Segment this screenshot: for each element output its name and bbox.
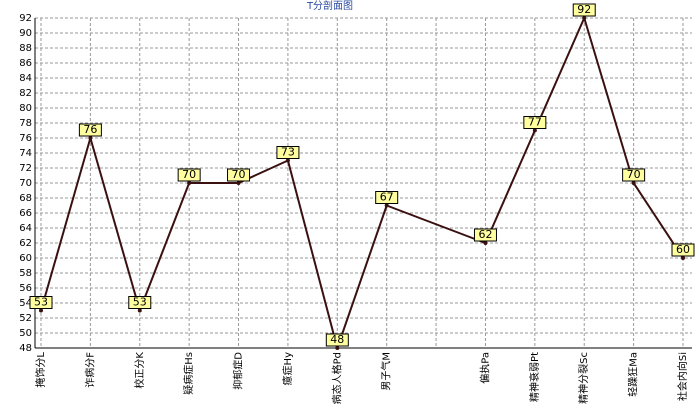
profile-segment xyxy=(89,137,141,311)
value-label-box xyxy=(227,168,251,182)
point xyxy=(137,308,142,313)
x-tick-label: 校正分K xyxy=(133,352,146,389)
value-label-text: 67 xyxy=(380,191,394,204)
profile-segment xyxy=(40,137,92,311)
value-label: 76 xyxy=(78,123,102,137)
y-tick-label: 78 xyxy=(19,118,32,129)
y-tick-label: 72 xyxy=(19,163,32,174)
value-label-text: 73 xyxy=(281,146,295,159)
value-label-box xyxy=(375,191,399,204)
point xyxy=(532,128,537,133)
value-label: 70 xyxy=(227,168,251,182)
x-tick-label: 疑病症Hs xyxy=(182,352,195,395)
x-tick-label: 社会内向Si xyxy=(676,352,689,401)
value-label: 70 xyxy=(622,168,646,182)
value-label-text: 70 xyxy=(627,168,641,181)
value-label-box xyxy=(128,296,152,309)
value-label: 70 xyxy=(177,168,201,182)
value-label: 53 xyxy=(29,296,53,309)
profile-segment xyxy=(533,17,586,131)
point xyxy=(631,181,636,185)
y-tick-label: 70 xyxy=(19,178,32,189)
y-tick-label: 84 xyxy=(19,73,32,84)
value-label-text: 62 xyxy=(478,228,492,241)
x-tick-label: 男子气M xyxy=(380,352,393,391)
profile-segment xyxy=(336,205,388,349)
chart-title: T分剖面图 xyxy=(306,0,353,12)
value-label-text: 53 xyxy=(34,296,48,309)
value-label-text: 77 xyxy=(528,116,542,129)
value-label-box xyxy=(473,228,497,242)
point xyxy=(187,181,192,185)
value-label-box xyxy=(325,333,349,347)
point xyxy=(483,241,488,245)
value-label: 73 xyxy=(276,146,300,159)
value-label-text: 60 xyxy=(676,243,690,256)
x-tick-label: 精神衰弱Pt xyxy=(528,352,541,402)
y-tick-label: 76 xyxy=(19,133,32,144)
y-tick-label: 74 xyxy=(19,148,32,159)
point xyxy=(582,16,587,20)
x-tick-label: 病态人格Pd xyxy=(330,352,343,404)
y-tick-label: 80 xyxy=(19,103,32,114)
value-label-text: 48 xyxy=(330,333,344,346)
point xyxy=(681,256,685,260)
value-label-box xyxy=(78,123,102,137)
value-label: 48 xyxy=(325,333,349,347)
point xyxy=(335,346,340,350)
profile-segment xyxy=(386,204,486,244)
value-label-box xyxy=(29,296,53,309)
value-label-box xyxy=(177,168,201,182)
value-label-text: 70 xyxy=(232,168,246,181)
y-tick-label: 82 xyxy=(19,88,32,99)
point xyxy=(285,158,290,163)
y-tick-label: 54 xyxy=(19,298,32,309)
value-label-box xyxy=(572,3,596,17)
value-label-box xyxy=(276,146,300,159)
value-label: 67 xyxy=(375,191,399,204)
y-tick-label: 60 xyxy=(19,253,32,264)
y-tick-label: 56 xyxy=(19,283,32,294)
profile-segment xyxy=(484,130,536,244)
value-label-text: 92 xyxy=(577,3,591,16)
x-tick-label: 掩饰分L xyxy=(34,352,47,388)
y-tick-label: 92 xyxy=(19,13,32,24)
y-tick-label: 68 xyxy=(19,193,32,204)
value-label-box xyxy=(523,116,547,129)
value-label-text: 70 xyxy=(182,168,196,181)
x-tick-label: 偏执Pa xyxy=(478,352,491,384)
point xyxy=(88,136,93,140)
value-label: 62 xyxy=(473,228,497,242)
profile-segment xyxy=(286,160,339,349)
point xyxy=(236,181,241,185)
value-label-text: 53 xyxy=(133,296,147,309)
y-tick-label: 90 xyxy=(19,28,32,39)
point xyxy=(39,308,43,313)
value-label: 92 xyxy=(572,3,596,17)
value-label-box xyxy=(622,168,646,182)
value-label: 53 xyxy=(128,296,152,309)
value-label-box xyxy=(671,243,695,257)
profile-segment xyxy=(583,17,635,184)
y-tick-label: 62 xyxy=(19,238,32,249)
point xyxy=(384,203,389,208)
x-tick-label: 癔症Hy xyxy=(281,352,294,386)
value-label: 77 xyxy=(523,116,547,129)
y-tick-label: 88 xyxy=(19,43,32,54)
x-tick-label: 轻躁狂Ma xyxy=(627,352,640,397)
x-tick-label: 精神分裂Sc xyxy=(577,352,590,404)
y-tick-label: 50 xyxy=(19,328,32,339)
y-tick-label: 86 xyxy=(19,58,32,69)
value-label: 60 xyxy=(671,243,695,257)
profile-segment xyxy=(138,182,191,311)
x-tick-label: 抑郁症D xyxy=(232,352,245,390)
x-tick-label: 诈病分F xyxy=(83,352,96,388)
y-tick-label: 52 xyxy=(19,313,32,324)
y-tick-label: 48 xyxy=(19,343,32,354)
y-tick-label: 64 xyxy=(19,223,32,234)
y-tick-label: 58 xyxy=(19,268,32,279)
y-tick-label: 66 xyxy=(19,208,32,219)
value-label-text: 76 xyxy=(83,123,97,136)
